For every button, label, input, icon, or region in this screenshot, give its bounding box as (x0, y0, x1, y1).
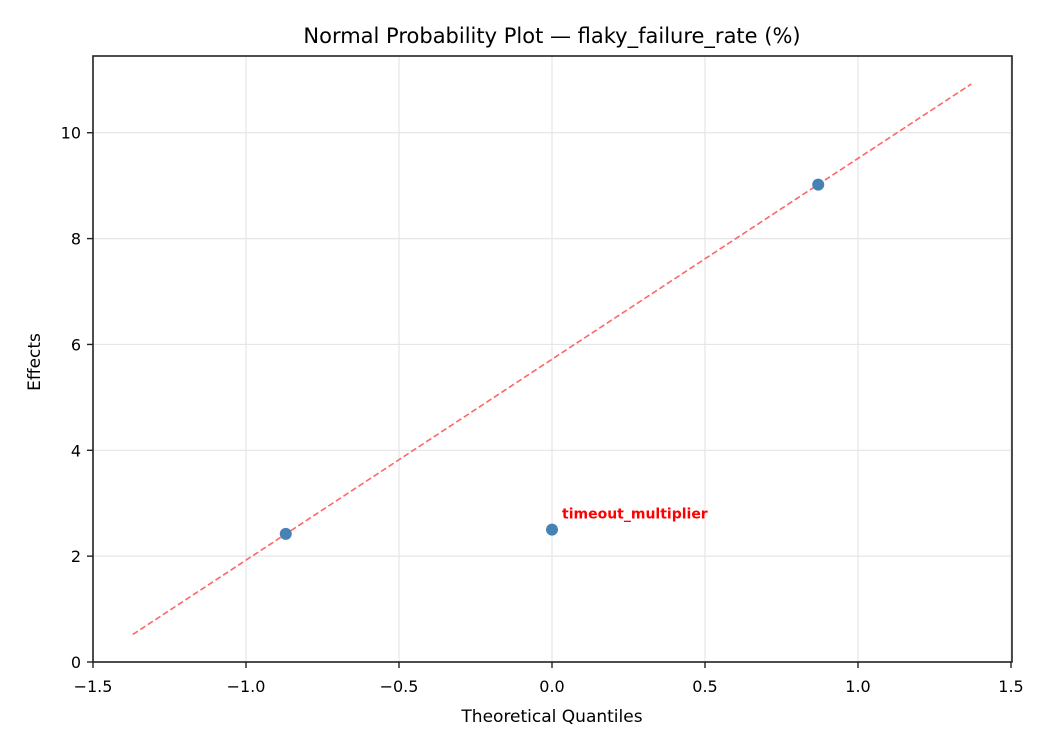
reference-line-path (132, 83, 972, 636)
y-axis-label: Effects (25, 333, 45, 391)
y-tick-label: 4 (71, 441, 81, 460)
y-tick-label: 2 (71, 547, 81, 566)
x-tick-label: 0.0 (539, 677, 564, 696)
reference-line (132, 83, 972, 636)
y-tick-label: 8 (71, 230, 81, 249)
data-point (546, 523, 558, 536)
chart-title: Normal Probability Plot — flaky_failure_… (303, 24, 800, 49)
y-axis-ticks: 0 2 4 6 8 10 (61, 124, 93, 672)
annotations: timeout_multiplier (562, 507, 708, 523)
x-tick-label: 1.5 (998, 677, 1023, 696)
x-tick-label: 1.0 (845, 677, 870, 696)
x-tick-label: 0.5 (692, 677, 717, 696)
grid-lines (92, 56, 1012, 663)
x-tick-label: −1.5 (74, 677, 113, 696)
data-point (812, 178, 825, 191)
data-points (279, 178, 825, 540)
x-tick-label: −0.5 (380, 677, 419, 696)
x-tick-label: −1.0 (227, 677, 266, 696)
y-tick-label: 6 (71, 335, 81, 354)
point-annotation: timeout_multiplier (562, 507, 708, 523)
y-tick-label: 10 (61, 124, 81, 143)
x-axis-ticks: −1.5 −1.0 −0.5 0.0 0.5 1.0 1.5 (74, 662, 1024, 696)
y-tick-label: 0 (71, 653, 81, 672)
data-point (279, 527, 292, 540)
x-axis-label: Theoretical Quantiles (460, 707, 642, 727)
